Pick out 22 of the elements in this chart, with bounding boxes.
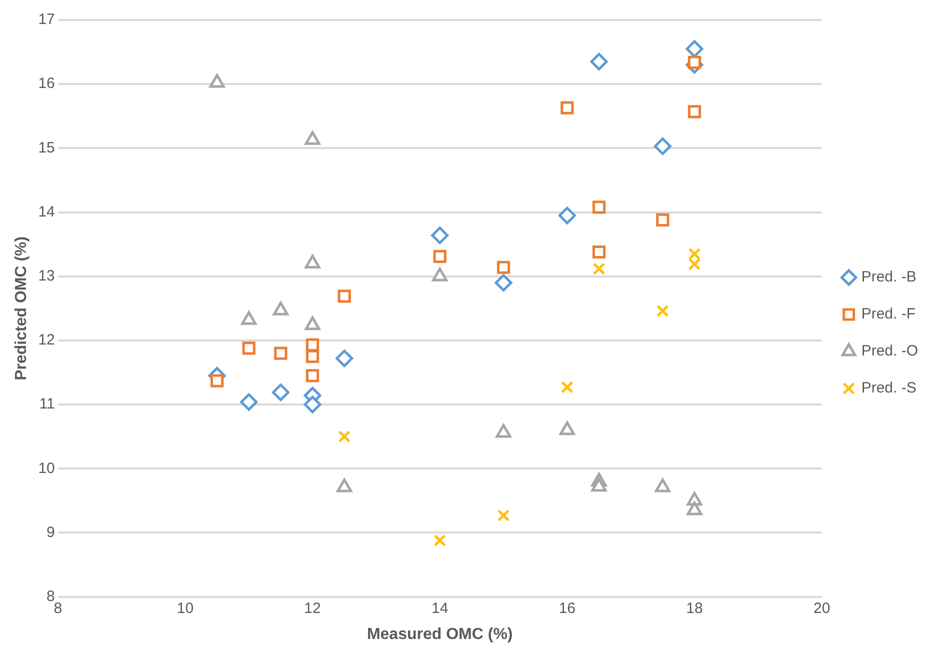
- y-tick-label: 8: [46, 588, 55, 605]
- y-tick-label: 9: [46, 524, 55, 541]
- x-tick-label: 12: [304, 600, 321, 617]
- x-tick-label: 18: [686, 600, 703, 617]
- y-tick-label: 12: [38, 332, 55, 349]
- x-axis-title: Measured OMC (%): [366, 626, 513, 643]
- legend-label: Pred. -B: [861, 268, 916, 286]
- y-tick-label: 13: [38, 267, 55, 284]
- x-tick-label: 10: [176, 600, 194, 617]
- x-tick-label: 14: [432, 600, 448, 617]
- y-tick-label: 16: [38, 75, 55, 92]
- y-tick-label: 14: [38, 203, 55, 220]
- legend-label: Pred. -O: [861, 342, 918, 360]
- x-tick-label: 20: [813, 600, 830, 617]
- y-tick-label: 11: [39, 396, 55, 413]
- y-tick-label: 17: [38, 11, 55, 28]
- legend-label: Pred. -S: [861, 380, 916, 397]
- y-tick-label: 10: [38, 460, 55, 477]
- legend-label: Pred. -F: [861, 306, 916, 323]
- y-axis-title: Predicted OMC (%): [13, 236, 30, 380]
- y-tick-label: 15: [38, 139, 55, 156]
- x-tick-label: 16: [558, 600, 576, 617]
